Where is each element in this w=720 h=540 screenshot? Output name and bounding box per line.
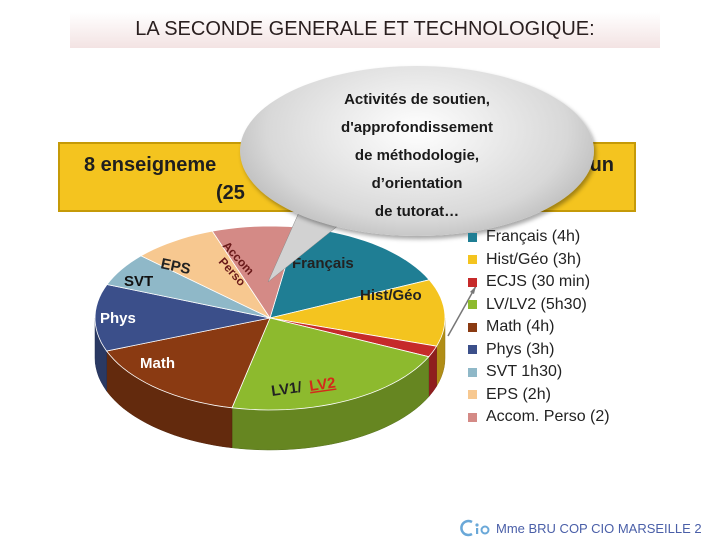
callout-line: d'approfondissement bbox=[341, 119, 493, 136]
legend-item: Français (4h) bbox=[468, 226, 668, 249]
legend-swatch bbox=[468, 277, 477, 287]
legend: Français (4h) Hist/Géo (3h) ECJS (30 min) L… bbox=[468, 226, 668, 429]
legend-item: LV/LV2 (5h30) bbox=[468, 294, 668, 317]
cio-logo-icon bbox=[460, 519, 490, 537]
legend-swatch bbox=[468, 322, 477, 332]
legend-swatch bbox=[468, 300, 477, 310]
callout-line: de méthodologie, bbox=[354, 147, 480, 164]
legend-item: Hist/Géo (3h) bbox=[468, 249, 668, 272]
banner-text-left: 8 enseigneme bbox=[84, 154, 217, 176]
legend-label: EPS (2h) bbox=[486, 385, 551, 403]
legend-label: ECJS (30 min) bbox=[486, 273, 591, 291]
legend-label: Accom. Perso (2) bbox=[486, 408, 610, 426]
legend-label: LV/LV2 (5h30) bbox=[486, 295, 587, 313]
legend-swatch bbox=[468, 345, 477, 355]
pie-slice bbox=[269, 279, 446, 347]
legend-label: Français (4h) bbox=[486, 228, 581, 246]
legend-item: SVT 1h30) bbox=[468, 361, 668, 384]
callout-line: de tutorat… bbox=[374, 203, 460, 220]
pie-label-lv1: LV1/ bbox=[270, 379, 303, 400]
callout-line: Activités de soutien, bbox=[344, 91, 490, 108]
pie-label-lv2: LV2 bbox=[308, 374, 337, 395]
pie-slice bbox=[105, 317, 271, 409]
callout-bubble bbox=[240, 66, 594, 236]
footer-text: Mme BRU COP CIO MARSEILLE 2 bbox=[496, 520, 702, 536]
pie-label-eps: EPS bbox=[159, 255, 192, 278]
legend-item: Math (4h) bbox=[468, 316, 668, 339]
legend-swatch bbox=[468, 255, 477, 265]
legend-label: Phys (3h) bbox=[486, 340, 555, 358]
callout-text: Activités de soutien, d'approfondissemen… bbox=[240, 86, 594, 226]
legend-swatch bbox=[468, 412, 477, 422]
legend-label: Hist/Géo (3h) bbox=[486, 250, 582, 268]
pie-label-svt: SVT bbox=[124, 273, 153, 290]
legend-item: Accom. Perso (2) bbox=[468, 406, 668, 429]
legend-swatch bbox=[468, 367, 477, 377]
banner-text-right: un bbox=[589, 154, 614, 176]
slide-title: LA SECONDE GENERALE ET TECHNOLOGIQUE: bbox=[70, 12, 660, 48]
pie-slice bbox=[211, 225, 298, 319]
legend-label: Math (4h) bbox=[486, 318, 555, 336]
legend-swatch bbox=[468, 390, 477, 400]
pie-label-math: Math bbox=[140, 355, 175, 372]
pie-slice bbox=[140, 230, 272, 319]
banner-text-line2: (25 bbox=[216, 182, 245, 204]
pie-label-francais: Français bbox=[292, 255, 354, 272]
legend-item: ECJS (30 min) bbox=[468, 271, 668, 294]
pie-slice bbox=[94, 284, 271, 352]
pie-label-hist-geo: Hist/Géo bbox=[360, 287, 422, 304]
pie-slice bbox=[231, 317, 430, 411]
callout-line: d’orientation bbox=[371, 175, 463, 192]
legend-label: SVT 1h30) bbox=[486, 363, 563, 381]
legend-swatch bbox=[468, 232, 477, 242]
legend-item: EPS (2h) bbox=[468, 384, 668, 407]
pie-slice bbox=[106, 255, 271, 319]
legend-item: Phys (3h) bbox=[468, 339, 668, 362]
footer: Mme BRU COP CIO MARSEILLE 2 bbox=[460, 518, 718, 538]
pie-label-phys: Phys bbox=[100, 310, 136, 327]
